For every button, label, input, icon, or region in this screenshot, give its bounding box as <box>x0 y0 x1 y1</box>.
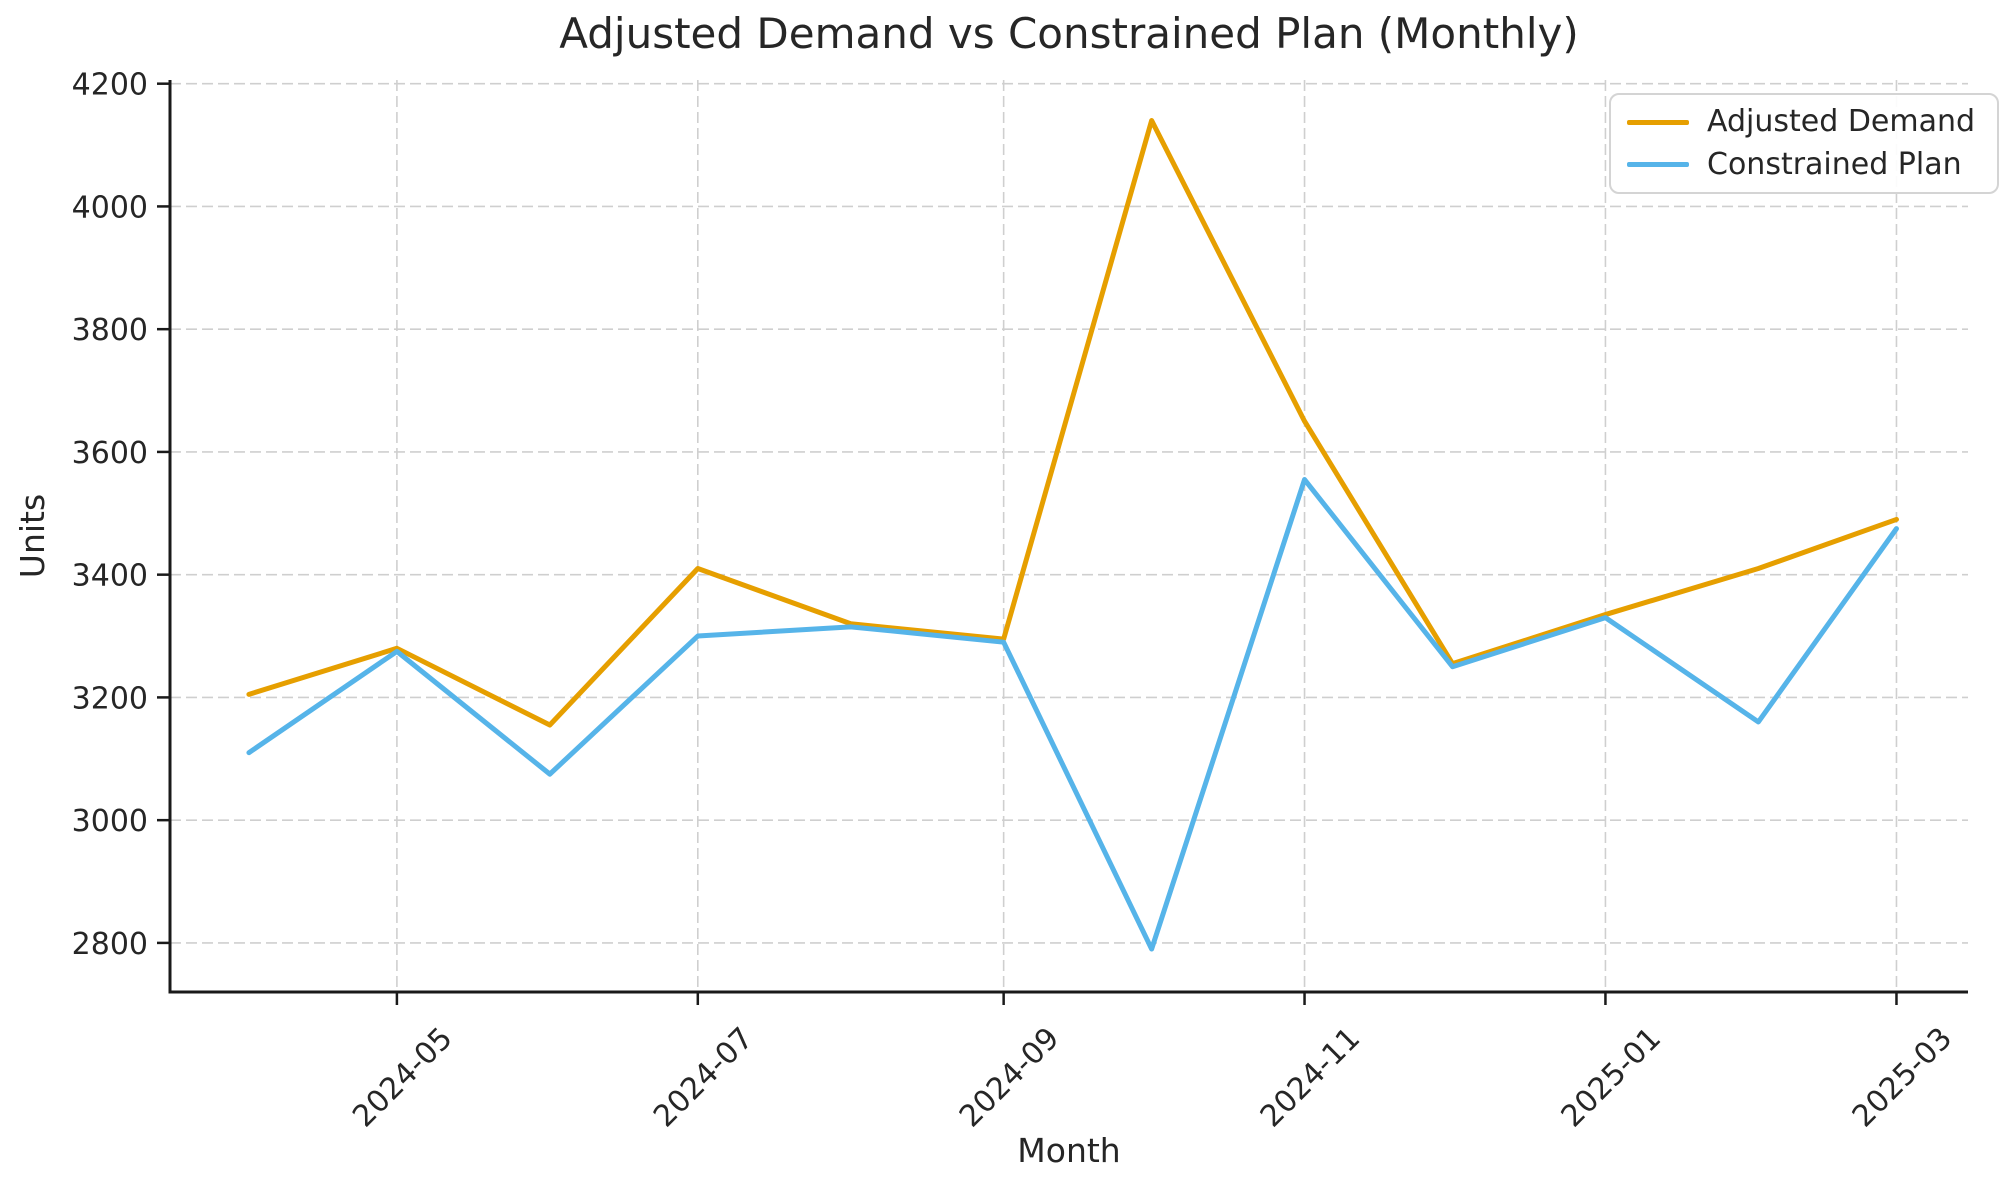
y-tick-label: 3000 <box>72 804 148 839</box>
x-tick-label: 2024-09 <box>953 1021 1066 1134</box>
legend-line-sample <box>1627 119 1689 125</box>
y-tick-label: 2800 <box>72 927 148 962</box>
x-tick-label: 2025-03 <box>1846 1021 1959 1134</box>
x-tick-label: 2025-01 <box>1555 1021 1668 1134</box>
y-tick-label: 3800 <box>72 313 148 348</box>
y-tick-label: 4200 <box>72 68 148 103</box>
series-line-constrained-plan <box>246 477 1899 952</box>
axes: 2800 3000 3200 3400 3600 3800 4000 4200 2024-05 2… <box>72 68 1968 1134</box>
gridlines <box>170 80 1968 992</box>
x-tick-label: 2024-05 <box>346 1021 459 1134</box>
x-axis-label: Month <box>1017 1131 1120 1170</box>
legend: Adjusted Demand Constrained Plan <box>1609 93 2000 194</box>
y-tick-label: 4000 <box>72 190 148 225</box>
series-line-adjusted-demand <box>246 118 1899 728</box>
series-lines <box>246 118 1899 952</box>
y-tick-label: 3200 <box>72 681 148 716</box>
legend-item: Adjusted Demand <box>1627 104 1976 140</box>
legend-item: Constrained Plan <box>1627 146 1975 183</box>
legend-label: Adjusted Demand <box>1707 104 1976 139</box>
y-tick-label: 3600 <box>72 436 148 471</box>
y-tick-label: 3400 <box>72 559 148 594</box>
legend-label: Constrained Plan <box>1707 146 1962 182</box>
legend-line-sample <box>1627 162 1689 168</box>
x-tick-label: 2024-07 <box>647 1021 760 1134</box>
y-axis-label: Units <box>13 494 52 578</box>
chart-title: Adjusted Demand vs Constrained Plan (Mon… <box>559 9 1578 58</box>
x-tick-label: 2024-11 <box>1254 1021 1367 1134</box>
